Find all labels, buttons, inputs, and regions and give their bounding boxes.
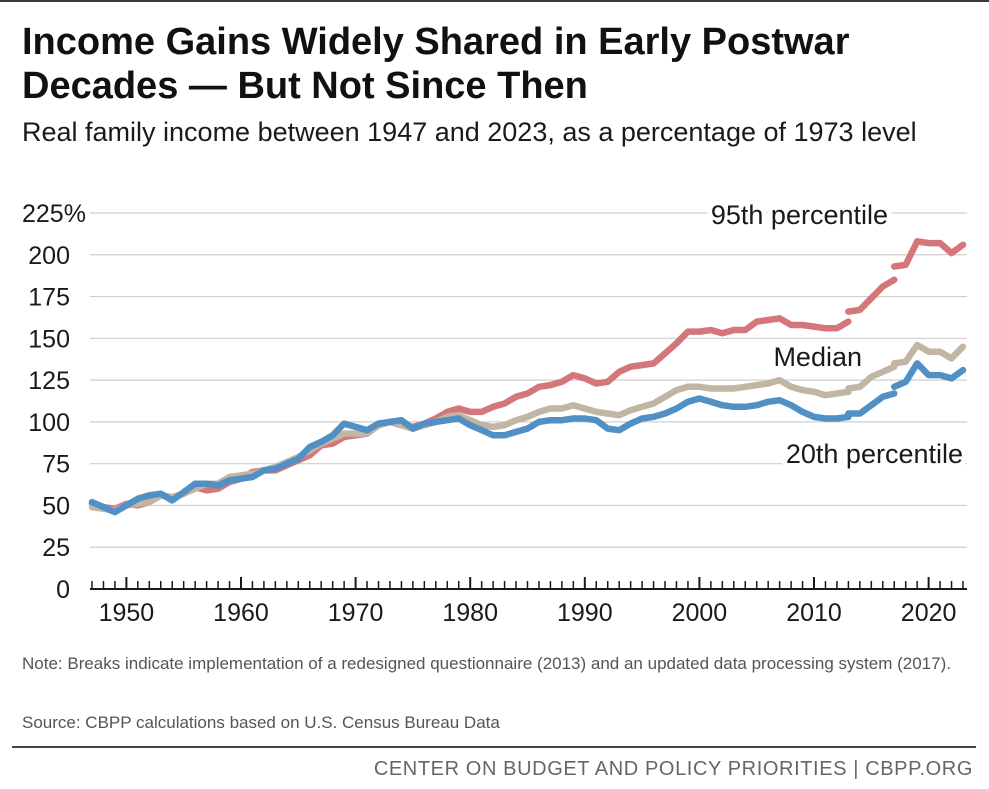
series-line-20th-percentile-segment-2	[845, 390, 898, 417]
series-labels: 95th percentile Median 20th percentile	[706, 195, 968, 474]
y-tick-label-175: 175	[28, 284, 70, 312]
series-line-95th-percentile-segment-3	[890, 238, 967, 270]
x-axis: 1950 1960 1970 1980 1990 2000 2010 2020	[90, 577, 967, 627]
top-rule	[0, 0, 989, 2]
series-line-median-segment-2	[845, 363, 898, 392]
y-tick-label-225: 225%	[22, 200, 86, 228]
y-tick-label-200: 200	[28, 242, 70, 270]
series-lines	[88, 238, 967, 516]
y-tick-label-150: 150	[28, 325, 70, 353]
y-tick-label-25: 25	[42, 534, 70, 562]
x-tick-label-1950: 1950	[99, 599, 155, 627]
chart-subtitle: Real family income between 1947 and 2023…	[22, 117, 917, 147]
income-line-chart: 1950 1960 1970 1980 1990 2000 2010 2020 0 25 50 75…	[22, 195, 968, 627]
x-tick-label-1960: 1960	[213, 599, 269, 627]
footer-credit: CENTER ON BUDGET AND POLICY PRIORITIES |…	[373, 758, 973, 780]
series-label-median: Median	[773, 342, 862, 372]
y-tick-label-125: 125	[28, 367, 70, 395]
y-tick-label-75: 75	[42, 451, 70, 479]
x-tick-label-1970: 1970	[328, 599, 384, 627]
bottom-rule	[12, 746, 976, 748]
x-tick-label-2020: 2020	[901, 599, 957, 627]
series-line-95th-percentile-segment-2	[845, 276, 898, 315]
series-label-95th-percentile: 95th percentile	[711, 200, 888, 230]
y-axis-labels: 0 25 50 75 100 125 150 175 200 225%	[22, 200, 86, 604]
chart-note: Note: Breaks indicate implementation of …	[22, 654, 951, 673]
series-label-20th-percentile: 20th percentile	[786, 439, 963, 469]
x-tick-label-1990: 1990	[557, 599, 613, 627]
series-line-95th-percentile-segment-1	[88, 315, 852, 513]
chart-title: Income Gains Widely Shared in Early Post…	[22, 21, 850, 107]
y-tick-label-0: 0	[56, 576, 70, 604]
x-tick-label-2000: 2000	[672, 599, 728, 627]
y-tick-label-100: 100	[28, 409, 70, 437]
series-line-20th-percentile-segment-1	[88, 395, 852, 516]
series-line-20th-percentile-segment-3	[890, 360, 967, 391]
x-tick-label-2010: 2010	[786, 599, 842, 627]
chart-source: Source: CBPP calculations based on U.S. …	[22, 713, 500, 732]
gridlines	[90, 212, 967, 548]
y-tick-label-50: 50	[42, 492, 70, 520]
x-tick-label-1980: 1980	[442, 599, 498, 627]
series-line-median-segment-3	[890, 341, 967, 367]
